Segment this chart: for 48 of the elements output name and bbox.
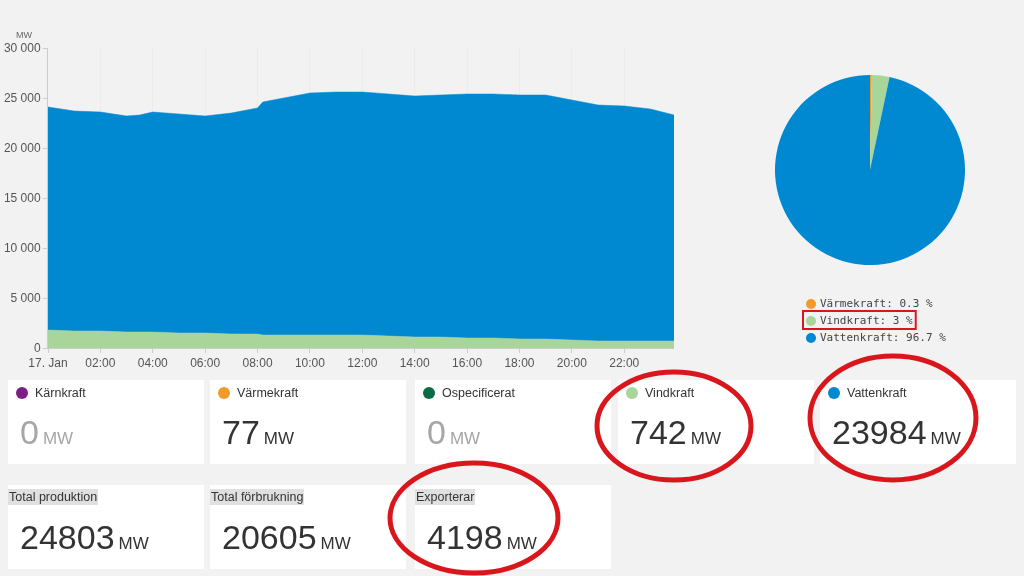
legend-label: Vindkraft: 3 % [820, 313, 913, 329]
y-axis-title: MW [16, 30, 33, 40]
y-tick-label: 5 000 [10, 291, 41, 306]
text: MW [320, 534, 351, 553]
x-tick-label: 02:00 [85, 356, 116, 371]
pie-slice [775, 75, 965, 265]
text: MW [42, 429, 74, 448]
text: MW [690, 429, 721, 448]
text: MW [449, 429, 481, 448]
y-tick-label: 10 000 [3, 241, 41, 256]
category-label: Vattenkraft [847, 386, 907, 400]
x-tick-label: 18:00 [504, 356, 535, 371]
text: MW [506, 534, 537, 553]
legend-label: Vattenkraft: 96.7 % [820, 330, 946, 346]
y-tick-label: 15 000 [3, 191, 41, 206]
data-label: 0 [427, 413, 446, 451]
x-tick-label: 16:00 [452, 356, 483, 371]
category-label: Total produktion [9, 490, 98, 504]
pie-slice [870, 75, 890, 170]
data-label: 77 [222, 413, 260, 451]
data-label: 24803 [20, 518, 115, 556]
y-tick-label: 20 000 [3, 141, 41, 156]
x-tick-label: 06:00 [190, 356, 221, 371]
category-label: Värmekraft [237, 386, 299, 400]
category-label: Exporterar [416, 490, 475, 504]
x-tick-label: 14:00 [399, 356, 431, 371]
x-tick-label: 22:00 [609, 356, 640, 371]
text: MW [118, 534, 149, 553]
category-label: Vindkraft [645, 386, 695, 400]
x-tick-label: 12:00 [347, 356, 378, 371]
category-label: Total förbrukning [211, 490, 304, 504]
text: MW [930, 429, 961, 448]
category-label: Ospecificerat [442, 386, 515, 400]
text: MW [263, 429, 295, 448]
legend-label: Värmekraft: 0.3 % [820, 296, 933, 312]
data-label: 4198 [427, 518, 503, 556]
x-tick-label: 17. Jan [28, 356, 68, 371]
data-label: 23984 [832, 413, 927, 451]
data-label: 20605 [222, 518, 317, 556]
data-label: 742 [630, 413, 687, 451]
y-tick-label: 25 000 [3, 91, 41, 106]
y-tick-label: 30 000 [3, 41, 41, 56]
x-tick-label: 20:00 [556, 356, 588, 371]
category-label: Kärnkraft [35, 386, 86, 400]
x-tick-label: 08:00 [242, 356, 273, 371]
x-tick-label: 04:00 [137, 356, 169, 371]
x-tick-label: 10:00 [294, 356, 326, 371]
y-tick-label: 0 [33, 341, 41, 356]
